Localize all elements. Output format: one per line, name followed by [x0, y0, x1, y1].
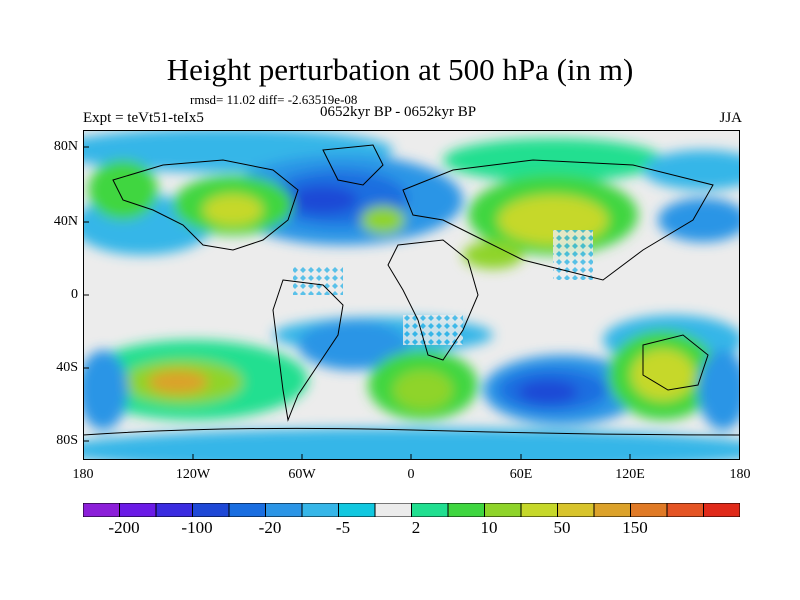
- lat-tick-label: 80S: [56, 433, 78, 448]
- colorbar-swatch: [119, 503, 157, 517]
- experiment-label: Expt = teVt51-teIx5: [83, 110, 204, 126]
- colorbar-swatch: [374, 503, 412, 517]
- colorbar-swatch: [593, 503, 631, 517]
- colorbar-label: 150: [622, 518, 648, 537]
- colorbar-swatch: [520, 503, 558, 517]
- coastline-north-america: [112, 159, 299, 251]
- colorbar-label: -200: [108, 518, 140, 537]
- lon-tick-label: 60W: [288, 467, 316, 482]
- colorbar: [83, 503, 740, 517]
- lon-tick-label: 180: [729, 467, 751, 482]
- lon-tick-label: 180: [72, 467, 94, 482]
- stipple-region: [553, 230, 593, 280]
- lat-tick-label: 40N: [53, 214, 78, 229]
- colorbar-swatch: [703, 503, 740, 517]
- lat-tick-label: 80N: [53, 139, 78, 154]
- colorbar-swatch: [155, 503, 193, 517]
- coastline-south-america: [272, 279, 344, 422]
- colorbar-swatch: [447, 503, 485, 517]
- period-label: 0652kyr BP - 0652kyr BP: [320, 104, 477, 120]
- colorbar-label: 10: [480, 518, 498, 537]
- coastline-australia: [642, 334, 709, 391]
- colorbar-label: -20: [258, 518, 282, 537]
- lat-tick-label: 0: [71, 287, 78, 302]
- colorbar-swatch: [301, 503, 339, 517]
- colorbar-swatch: [630, 503, 668, 517]
- coastline-greenland: [322, 144, 384, 186]
- stipple-region: [293, 265, 343, 295]
- lat-tick-label: 40S: [56, 360, 78, 375]
- height-perturbation-map: [83, 130, 740, 460]
- colorbar-swatch: [228, 503, 266, 517]
- stats-label: rmsd= 11.02 diff= -2.63519e-08: [190, 92, 358, 107]
- colorbar-swatch: [411, 503, 449, 517]
- stipple-region: [403, 315, 463, 345]
- colorbar-swatch: [666, 503, 704, 517]
- map-title: Height perturbation at 500 hPa (in m): [166, 52, 634, 87]
- coastline-eurasia: [402, 159, 714, 281]
- colorbar-label: 50: [553, 518, 571, 537]
- coastline-antarctica: [83, 427, 740, 436]
- coastline-africa: [387, 239, 479, 361]
- colorbar-label: -100: [181, 518, 213, 537]
- season-label: JJA: [719, 110, 742, 126]
- lon-tick-label: 60E: [509, 467, 533, 482]
- colorbar-swatch: [338, 503, 376, 517]
- colorbar-label: 2: [411, 518, 421, 537]
- colorbar-swatch: [192, 503, 230, 517]
- colorbar-swatch: [265, 503, 303, 517]
- lon-tick-label: 120E: [615, 467, 645, 482]
- colorbar-swatch: [83, 503, 120, 517]
- colorbar-swatch: [484, 503, 522, 517]
- lon-tick-label: 0: [407, 467, 415, 482]
- colorbar-label: -5: [335, 518, 351, 537]
- colorbar-swatch: [557, 503, 595, 517]
- lon-tick-label: 120W: [175, 467, 211, 482]
